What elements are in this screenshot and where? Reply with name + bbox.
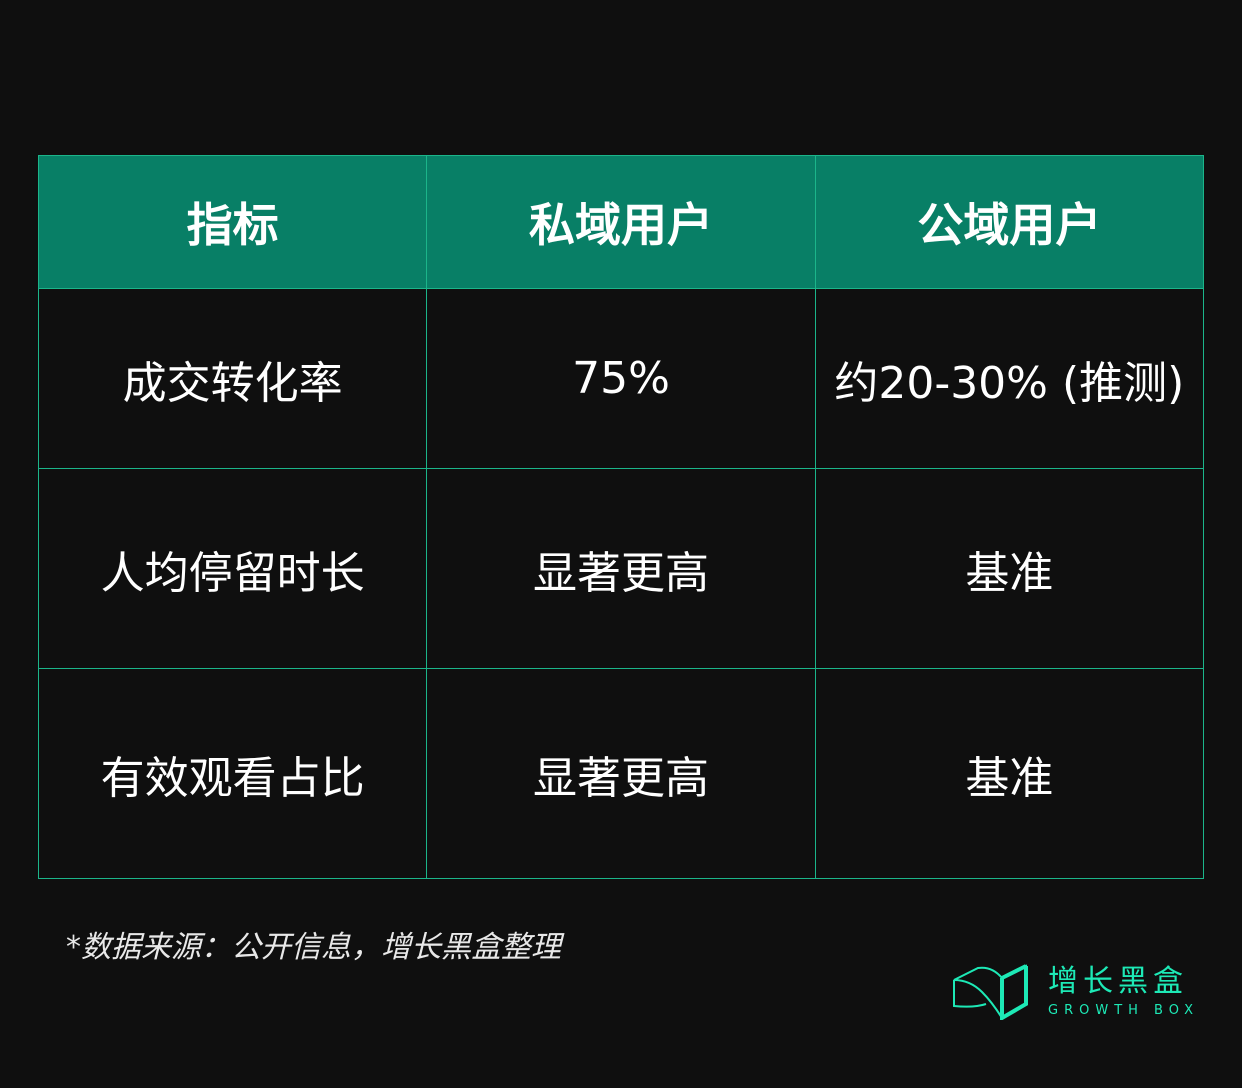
table-row: 有效观看占比 显著更高 基准 [37,668,1205,879]
header-metric: 指标 [37,155,428,289]
source-note: *数据来源：公开信息，增长黑盒整理 [66,930,561,965]
cell-public: 基准 [814,468,1205,669]
cell-metric: 人均停留时长 [37,468,428,669]
brand-logo: 增长黑盒 GROWTH BOX [952,962,1199,1020]
cell-metric: 有效观看占比 [37,668,428,879]
comparison-table: 指标 私域用户 公域用户 成交转化率 75% 约20-30% (推测) 人均停留… [37,155,1205,879]
cell-public: 约20-30% (推测) [814,288,1205,469]
table-header-row: 指标 私域用户 公域用户 [37,155,1205,289]
table-row: 成交转化率 75% 约20-30% (推测) [37,288,1205,469]
header-public-users: 公域用户 [814,155,1205,289]
cell-public: 基准 [814,668,1205,879]
table-row: 人均停留时长 显著更高 基准 [37,468,1205,669]
cell-metric: 成交转化率 [37,288,428,469]
header-private-users: 私域用户 [426,155,816,289]
brand-name-cn: 增长黑盒 [1048,963,1188,999]
cell-private: 显著更高 [426,668,816,879]
cell-private: 75% [426,288,816,469]
brand-name-en: GROWTH BOX [1048,1002,1200,1018]
cell-private: 显著更高 [426,468,816,669]
box-logo-icon [953,964,1028,1020]
